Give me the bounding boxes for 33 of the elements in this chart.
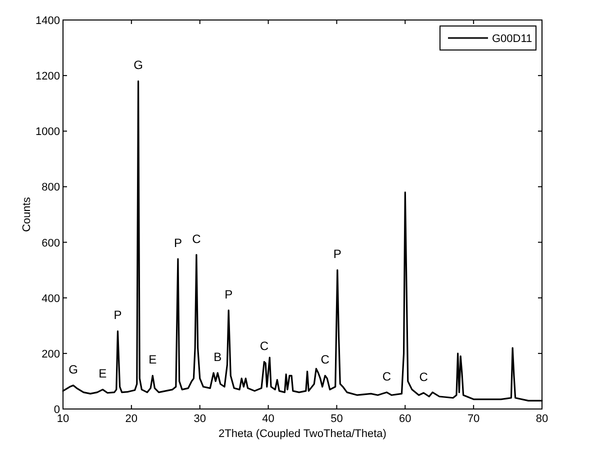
annotation: P [333,247,342,262]
x-tick-label: 10 [56,413,70,425]
annotation: G [134,58,143,72]
x-tick-label: 80 [536,413,548,425]
legend-label: G00D11 [492,33,532,45]
x-tick-label: 70 [467,413,480,425]
y-tick-label: 1400 [36,15,60,27]
y-tick-label: 1200 [36,70,60,83]
annotation: P [224,287,233,302]
y-tick-label: 600 [42,237,60,250]
annotation: P [174,236,182,250]
annotation: C [382,369,392,384]
y-tick-label: 200 [42,348,60,360]
y-tick-label: 400 [42,292,60,305]
annotation: C [320,352,330,367]
x-tick-label: 30 [194,413,206,425]
x-tick-label: 50 [330,413,343,425]
annotation: C [192,232,202,246]
x-tick-label: 20 [125,413,138,425]
annotation: C [260,338,269,353]
annotation: P [114,308,122,322]
y-tick-label: 800 [42,182,60,194]
x-axis-title: 2Theta (Coupled TwoTheta/Theta) [218,428,386,440]
y-tick-label: 0 [54,404,60,416]
x-tick-label: 40 [262,413,274,425]
y-axis-title: Counts [21,196,33,232]
x-tick-label: 60 [399,413,412,425]
annotation: B [214,350,222,364]
annotation: E [148,352,157,367]
annotation: E [98,366,107,381]
y-tick-label: 1000 [36,126,60,138]
annotation: G [68,362,78,376]
annotation: C [419,370,428,384]
